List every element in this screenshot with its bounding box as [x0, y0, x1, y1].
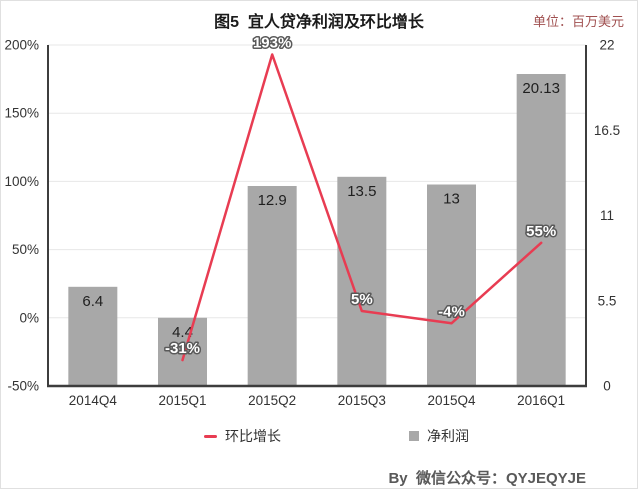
right-axis-tick: 22	[599, 38, 614, 53]
left-axis-tick: 0%	[19, 310, 39, 325]
line-value-label: 193%	[253, 35, 291, 52]
growth-line	[181, 53, 543, 362]
bar-value-label: 6.4	[82, 293, 103, 310]
bar-2016Q1	[516, 74, 566, 386]
legend-item-growth: 环比增长	[204, 428, 281, 444]
bar-series-swatch-icon	[409, 431, 419, 441]
legend-label-growth: 环比增长	[225, 428, 281, 444]
legend-item-profit: 净利润	[409, 428, 469, 444]
bar-2014Q4	[68, 286, 118, 386]
bar-2015Q3	[337, 176, 387, 387]
bar-2015Q2	[247, 186, 297, 386]
left-axis-tick: 50%	[12, 242, 39, 257]
bar-value-label: 13	[443, 191, 460, 208]
bar-2015Q1	[158, 317, 207, 386]
x-axis-label: 2015Q3	[338, 393, 386, 408]
line-value-label: -31%	[165, 340, 200, 357]
line-value-label: 55%	[526, 223, 556, 240]
line-value-label: 5%	[351, 291, 373, 308]
bar-value-label: 20.13	[522, 80, 560, 97]
legend-label-profit: 净利润	[427, 428, 469, 444]
x-axis-label: 2014Q4	[69, 393, 118, 408]
bar-value-label: 13.5	[347, 183, 376, 200]
legend: 环比增长 净利润	[1, 428, 637, 444]
left-axis-tick: 200%	[4, 38, 39, 53]
line-value-label: -4%	[438, 303, 465, 320]
left-axis-tick: 150%	[4, 106, 39, 121]
right-axis-tick: 5.5	[598, 293, 617, 308]
chart-title: 图5 宜人贷净利润及环比增长	[214, 14, 424, 31]
bar-2015Q4	[427, 184, 476, 386]
x-axis-label: 2015Q2	[248, 393, 296, 408]
line-series-swatch-icon	[204, 434, 217, 438]
bar-value-label: 12.9	[258, 192, 287, 209]
right-axis-tick: 11	[600, 208, 614, 223]
x-axis-label: 2016Q1	[517, 393, 565, 408]
right-axis-tick: 0	[603, 379, 611, 394]
x-axis-label: 2015Q4	[427, 393, 476, 408]
unit-label: 单位：百万美元	[532, 14, 624, 29]
x-axis-label: 2015Q1	[158, 393, 206, 408]
bar-value-label: 4.4	[172, 324, 193, 341]
left-axis-tick: -50%	[7, 379, 39, 394]
right-axis-tick: 16.5	[594, 123, 620, 138]
watermark-credit: By 微信公众号：QYJEQYJE	[388, 470, 586, 487]
left-axis-tick: 100%	[4, 174, 39, 189]
